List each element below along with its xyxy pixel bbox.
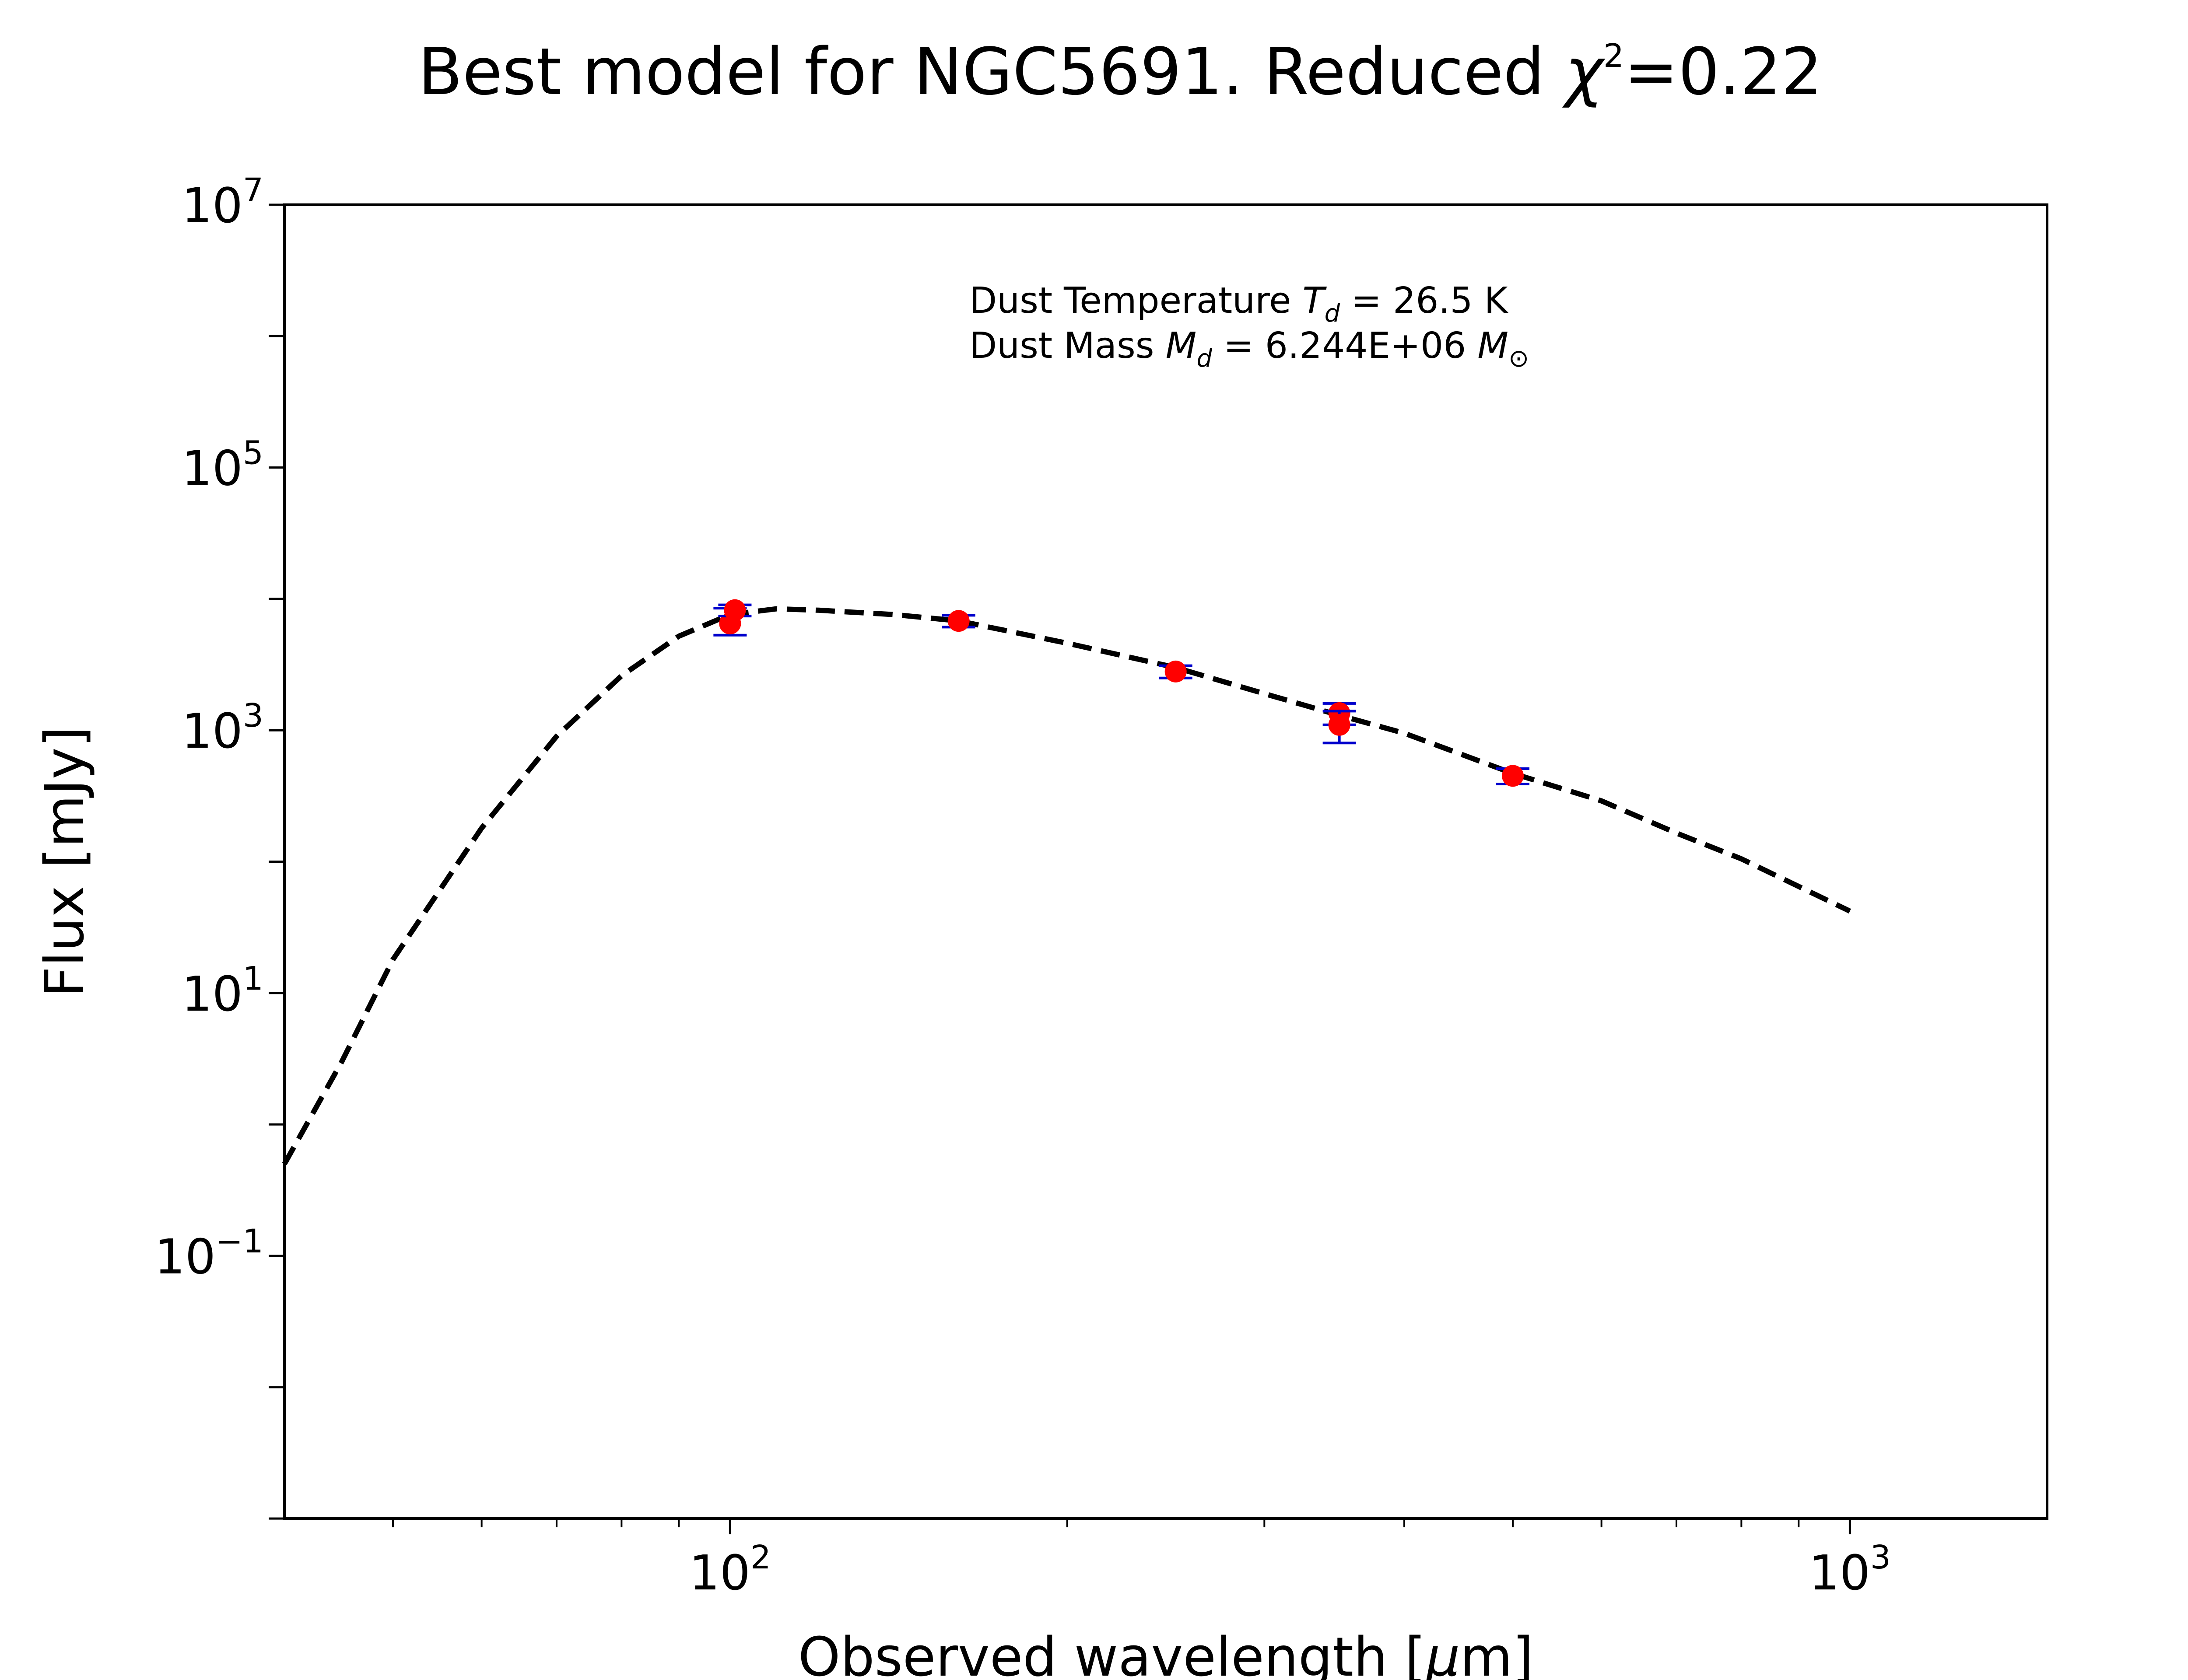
chart-title: Best model for NGC5691. Reduced χ2=0.22: [418, 34, 1822, 109]
y-tick-label: 101: [182, 960, 263, 1022]
y-axis-label: Flux [mJy]: [34, 726, 96, 998]
x-axis-label: Observed wavelength [μm]: [798, 1626, 1534, 1680]
data-point: [942, 610, 975, 632]
y-tick-label: 103: [182, 697, 263, 759]
y-tick-label: 10−1: [154, 1222, 263, 1284]
data-marker: [1502, 765, 1524, 787]
data-point: [1496, 765, 1530, 787]
data-point: [1322, 710, 1356, 745]
data-marker: [1164, 660, 1187, 682]
data-point: [1159, 660, 1192, 682]
plot-area-frame: [283, 203, 2048, 1520]
x-axis: 102 103: [392, 1519, 1891, 1601]
data-marker: [724, 599, 746, 621]
dust-temperature-annotation: Dust Temperature Td = 26.5 K: [969, 280, 1509, 328]
data-marker: [947, 610, 970, 632]
data-marker: [1328, 714, 1350, 736]
y-tick-label: 107: [182, 172, 263, 234]
observations-layer: [713, 599, 1530, 787]
data-point: [718, 599, 752, 621]
model-curve-layer: [282, 606, 1851, 1166]
dust-mass-annotation: Dust Mass Md = 6.244E+06 M⊙: [969, 325, 1529, 373]
y-axis: 10−1 101 103 105 107: [154, 172, 284, 1520]
x-tick-label: 103: [1809, 1539, 1891, 1601]
x-tick-label: 102: [689, 1539, 771, 1601]
y-tick-label: 105: [182, 434, 263, 497]
model-curve: [282, 606, 1851, 1166]
